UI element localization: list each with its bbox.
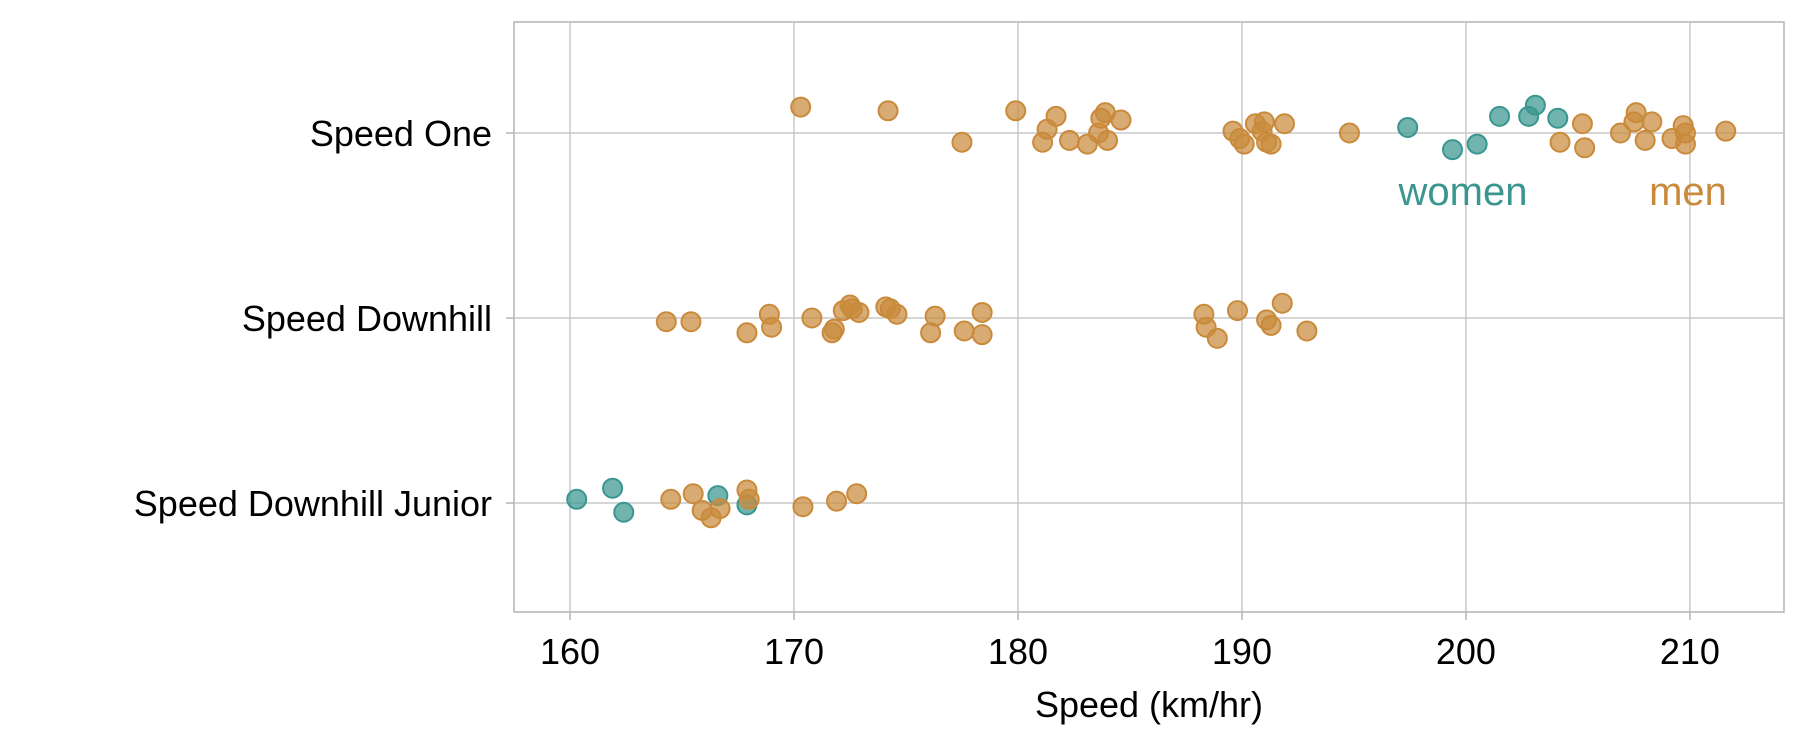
men-point (886, 303, 908, 325)
men-point (846, 483, 868, 505)
men-point (660, 488, 682, 510)
men-point (924, 305, 946, 327)
men-point (1625, 102, 1647, 124)
men-point (655, 311, 677, 333)
men-point (1271, 292, 1293, 314)
legend-label-women: women (1398, 170, 1528, 214)
men-point (1274, 113, 1296, 135)
data-points (566, 94, 1737, 529)
category-label: Speed Downhill Junior (134, 483, 492, 524)
men-point (1609, 122, 1631, 144)
men-point (1260, 133, 1282, 155)
men-point (823, 318, 845, 340)
women-point (1524, 94, 1546, 116)
men-point (1226, 300, 1248, 322)
men-point (953, 320, 975, 342)
men-point (1058, 129, 1080, 151)
x-tick-label: 210 (1660, 631, 1720, 672)
men-point (761, 316, 783, 338)
women-point (566, 488, 588, 510)
men-point (1338, 122, 1360, 144)
men-point (682, 483, 704, 505)
men-point (1097, 129, 1119, 151)
women-point (1489, 105, 1511, 127)
men-point (1045, 105, 1067, 127)
women-point (1547, 107, 1569, 129)
category-label: Speed One (310, 113, 492, 154)
men-point (1549, 131, 1571, 153)
x-axis-title: Speed (km/hr) (1035, 684, 1263, 725)
men-point (1715, 120, 1737, 142)
men-point (1253, 111, 1275, 133)
women-point (1466, 133, 1488, 155)
x-tick-label: 160 (540, 631, 600, 672)
men-point (1634, 129, 1656, 151)
legend: women men (1398, 170, 1727, 214)
women-point (602, 477, 624, 499)
men-point (1571, 113, 1593, 135)
men-point (709, 498, 731, 520)
men-point (790, 96, 812, 118)
category-labels: Speed One Speed Downhill Speed Downhill Ju… (134, 113, 492, 524)
men-point (801, 307, 823, 329)
men-point (971, 301, 993, 323)
men-point (1110, 109, 1132, 131)
men-point (971, 324, 993, 346)
x-tick-label: 190 (1212, 631, 1272, 672)
men-point (1641, 111, 1663, 133)
women-point (613, 501, 635, 523)
men-point (1296, 320, 1318, 342)
women-point (1442, 139, 1464, 161)
x-tick-labels: 160 170 180 190 200 210 (540, 631, 1720, 672)
men-point (1574, 137, 1596, 159)
men-point (792, 496, 814, 518)
men-point (1206, 327, 1228, 349)
men-point (826, 490, 848, 512)
women-point (1397, 116, 1419, 138)
men-point (738, 488, 760, 510)
men-point (1233, 133, 1255, 155)
men-point (1005, 100, 1027, 122)
x-tick-label: 170 (764, 631, 824, 672)
men-point (848, 301, 870, 323)
men-point (736, 322, 758, 344)
category-label: Speed Downhill (242, 298, 492, 339)
men-point (680, 311, 702, 333)
men-point (877, 100, 899, 122)
men-point (1674, 122, 1696, 144)
x-tick-label: 200 (1436, 631, 1496, 672)
men-point (951, 131, 973, 153)
men-point (1260, 314, 1282, 336)
x-tick-label: 180 (988, 631, 1048, 672)
legend-label-men: men (1649, 170, 1727, 214)
